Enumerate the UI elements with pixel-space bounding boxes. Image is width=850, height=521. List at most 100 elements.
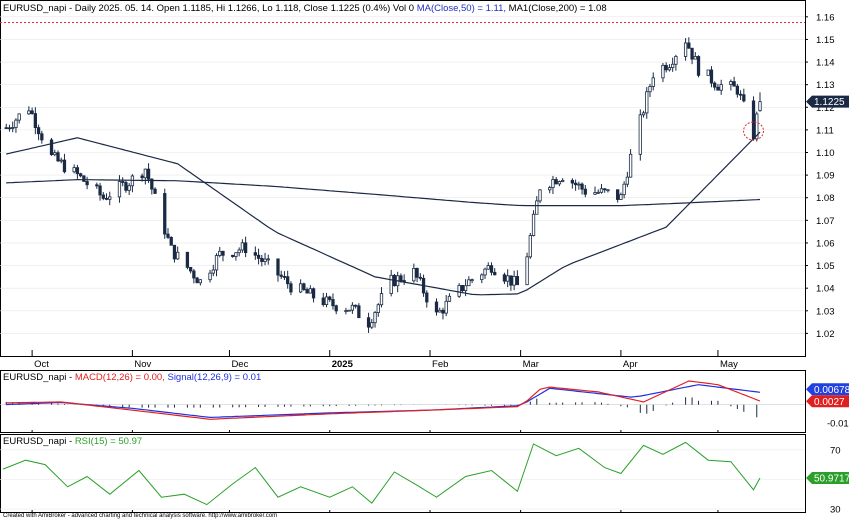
candle-up	[619, 194, 623, 200]
price-y-tick-label: 1.07	[816, 216, 835, 227]
rsi-header-label: RSI(15) = 50.97	[75, 436, 142, 447]
candle-up	[648, 86, 652, 93]
candle-up	[143, 168, 147, 179]
candle-down	[415, 268, 419, 278]
candle-up	[27, 110, 31, 115]
rsi-header: EURUSD_napi - RSI(15) = 50.97	[3, 436, 142, 447]
candle-down	[399, 275, 403, 281]
candle-down	[570, 179, 575, 184]
candle-up	[528, 235, 532, 258]
ma200-line	[6, 178, 761, 207]
candle-down	[502, 274, 507, 282]
candle-down	[687, 42, 691, 49]
candle-down	[709, 69, 714, 84]
price-pane	[0, 0, 806, 357]
candle-up	[376, 304, 380, 313]
candle-up	[651, 77, 655, 87]
candle-up	[628, 153, 633, 178]
ma50-line	[6, 131, 761, 296]
candle-up	[719, 84, 723, 91]
candle-up	[59, 159, 63, 162]
signal-badge-shape	[806, 383, 849, 396]
candle-up	[512, 276, 516, 286]
candle-down	[36, 127, 41, 135]
candle-up	[683, 42, 688, 57]
candle-up	[577, 183, 581, 186]
price-header-prefix: EURUSD_napi - Daily 2025. 05. 14. Open 1…	[3, 3, 417, 14]
candle-up	[347, 309, 351, 312]
candle-up	[438, 309, 442, 313]
candle-down	[603, 188, 607, 191]
candle-down	[742, 94, 746, 102]
candle-up	[667, 67, 672, 71]
candle-down	[256, 254, 261, 259]
candle-up	[463, 285, 468, 292]
signal-badge-label: 0.00678	[814, 385, 850, 396]
x-tick-label: Feb	[432, 359, 448, 370]
candle-down	[616, 189, 620, 200]
candle-down	[101, 194, 105, 199]
candle-down	[221, 250, 225, 256]
candle-down	[334, 305, 338, 312]
candle-up	[596, 191, 600, 194]
candle-down	[243, 242, 248, 254]
price-y-tick-label: 1.16	[816, 12, 835, 23]
candle-down	[302, 283, 306, 290]
candle-down	[554, 179, 558, 185]
candle-up	[211, 269, 215, 274]
candle-up	[535, 200, 539, 215]
candle-down	[98, 185, 102, 196]
candle-up	[108, 196, 112, 200]
candle-up	[72, 167, 76, 173]
highlight-circle	[743, 121, 765, 141]
candle-down	[441, 309, 445, 314]
candle-up	[729, 81, 733, 85]
candle-up	[599, 188, 604, 193]
ma50-header: MA(Close,50) = 1.11,	[417, 3, 509, 14]
macd-header: EURUSD_napi - MACD(12,26) = 0.00, Signal…	[3, 372, 261, 383]
candle-down	[192, 270, 196, 279]
price-y-tick-label: 1.09	[816, 171, 835, 182]
candle-down	[79, 173, 83, 177]
candle-down	[4, 127, 8, 130]
price-y-tick-label: 1.11	[816, 125, 834, 136]
candle-up	[551, 179, 555, 188]
x-tick-label: Mar	[523, 359, 539, 370]
price-y-tick-label: 1.06	[816, 238, 835, 249]
candle-down	[690, 47, 694, 60]
candle-down	[664, 64, 668, 71]
candle-up	[308, 288, 312, 294]
footer-credit: Created with AmiBroker - advanced charti…	[3, 513, 278, 519]
candle-down	[62, 159, 67, 173]
candle-down	[328, 296, 332, 300]
rsi-line	[2, 441, 761, 506]
candle-up	[266, 258, 270, 261]
candle-up	[467, 279, 471, 287]
candle-up	[412, 268, 416, 282]
candle-down	[286, 276, 290, 285]
macd-badge-shape	[806, 395, 849, 408]
candle-up	[208, 272, 212, 281]
candle-down	[331, 299, 335, 307]
candle-up	[344, 310, 348, 313]
candle-up	[444, 300, 448, 314]
candle-down	[140, 175, 144, 179]
rsi-y-tick-label: 70	[830, 445, 841, 456]
candle-down	[713, 82, 717, 88]
candle-up	[176, 251, 180, 260]
macd-badge-label: 0.0027	[814, 397, 845, 408]
price-y-tick-label: 1.14	[816, 58, 835, 69]
candle-up	[447, 295, 452, 302]
candle-down	[738, 93, 743, 96]
candle-down	[418, 276, 422, 279]
candle-down	[509, 275, 513, 286]
candle-up	[531, 213, 536, 236]
candle-up	[263, 258, 267, 262]
candle-up	[373, 312, 377, 324]
macd-badges: 0.00678 0.0027	[806, 383, 850, 408]
candle-up	[214, 255, 219, 271]
candle-down	[121, 181, 125, 183]
candle-down	[366, 317, 371, 328]
candle-down	[231, 254, 235, 257]
candle-down	[30, 110, 34, 114]
